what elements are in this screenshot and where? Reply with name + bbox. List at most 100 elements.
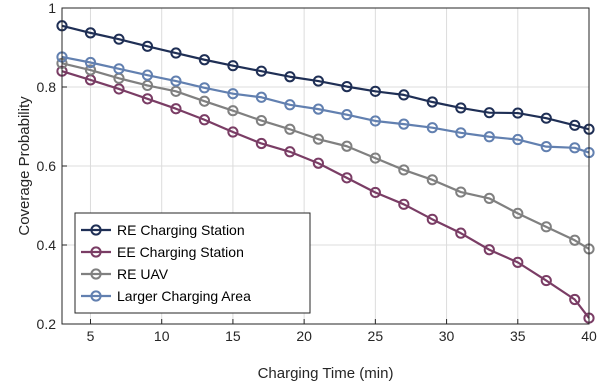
y-tick-label: 0.2 <box>37 316 57 332</box>
x-tick-label: 10 <box>154 328 170 344</box>
data-point <box>398 89 410 101</box>
data-point <box>398 164 410 176</box>
data-point <box>341 140 353 152</box>
data-point <box>483 107 495 119</box>
legend-swatch-marker <box>90 224 102 236</box>
y-axis-label: Coverage Probability <box>16 96 33 236</box>
data-point <box>483 192 495 204</box>
data-point <box>341 172 353 184</box>
data-point <box>113 83 125 95</box>
data-point <box>113 63 125 75</box>
data-point <box>398 118 410 130</box>
data-point <box>312 75 324 87</box>
data-point <box>284 123 296 135</box>
legend-label: Larger Charging Area <box>117 288 251 304</box>
data-point <box>512 207 524 219</box>
data-point <box>540 221 552 233</box>
series-larger-charging-area <box>56 51 595 159</box>
legend: RE Charging Station EE Charging Station RE… <box>74 212 311 314</box>
data-point <box>540 274 552 287</box>
data-point <box>284 71 296 83</box>
data-point <box>512 133 524 146</box>
data-point <box>569 119 581 131</box>
data-point <box>198 54 211 66</box>
data-point <box>426 213 438 225</box>
data-point <box>426 174 438 186</box>
x-tick-label: 20 <box>296 328 312 344</box>
data-point <box>227 126 239 138</box>
legend-item: RE Charging Station <box>81 222 245 238</box>
data-point <box>198 82 211 94</box>
data-point <box>512 256 524 268</box>
data-point <box>227 105 239 117</box>
data-point <box>198 114 211 126</box>
data-point <box>341 109 353 121</box>
data-point <box>455 102 467 114</box>
x-tick-label: 30 <box>439 328 455 344</box>
x-tick-label: 40 <box>581 328 597 344</box>
data-point <box>540 141 552 153</box>
data-point <box>312 133 324 145</box>
data-point <box>540 112 552 124</box>
data-point <box>483 244 495 256</box>
data-point <box>512 107 524 119</box>
y-tick-label: 0.6 <box>37 158 57 174</box>
data-point <box>227 60 239 72</box>
data-point <box>84 27 97 39</box>
legend-swatch-marker <box>90 246 102 258</box>
x-tick-label: 5 <box>87 328 95 344</box>
data-point <box>369 85 381 97</box>
data-point <box>483 131 495 143</box>
data-point <box>341 81 353 93</box>
data-point <box>170 47 182 59</box>
legend-label: RE UAV <box>117 266 169 282</box>
legend-item: RE UAV <box>81 266 169 282</box>
legend-item: EE Charging Station <box>81 244 244 260</box>
x-tick-label: 25 <box>368 328 384 344</box>
data-point <box>426 96 438 108</box>
legend-item: Larger Charging Area <box>81 288 251 304</box>
data-point <box>113 33 125 45</box>
data-point <box>84 56 97 69</box>
x-tick-label: 35 <box>510 328 526 344</box>
data-point <box>198 95 211 107</box>
data-point <box>170 103 182 115</box>
data-point <box>284 146 296 158</box>
series-layer <box>56 20 595 324</box>
data-point <box>255 91 268 103</box>
data-point <box>455 227 467 239</box>
data-point <box>141 40 154 52</box>
data-point <box>255 114 268 127</box>
data-point <box>369 152 381 164</box>
data-point <box>455 186 467 198</box>
data-point <box>398 198 410 210</box>
data-point <box>569 234 581 246</box>
series-re-uav <box>56 57 595 255</box>
ticks: 5 10 15 20 25 30 35 40 0.2 0.4 0.6 0.8 1 <box>37 0 597 344</box>
x-tick-label: 15 <box>225 328 241 344</box>
data-point <box>569 142 581 154</box>
legend-label: EE Charging Station <box>117 244 244 260</box>
y-tick-label: 0.8 <box>37 79 57 95</box>
legend-box <box>74 212 311 314</box>
data-point <box>84 64 97 76</box>
data-point <box>170 85 182 97</box>
legend-swatch-marker <box>90 268 102 280</box>
legend-label: RE Charging Station <box>117 222 245 238</box>
data-point <box>141 93 154 105</box>
data-point <box>426 122 438 134</box>
data-point <box>569 293 581 306</box>
legend-swatch-marker <box>90 290 102 302</box>
data-point <box>369 115 381 127</box>
x-axis-label: Charging Time (min) <box>258 365 394 382</box>
data-point <box>141 69 154 81</box>
data-point <box>369 186 381 199</box>
data-point <box>170 75 182 87</box>
data-point <box>312 157 324 169</box>
y-tick-label: 1 <box>48 0 56 16</box>
data-point <box>255 65 268 77</box>
data-point <box>284 99 296 111</box>
data-point <box>255 137 268 150</box>
series-re-charging-station <box>56 20 595 135</box>
